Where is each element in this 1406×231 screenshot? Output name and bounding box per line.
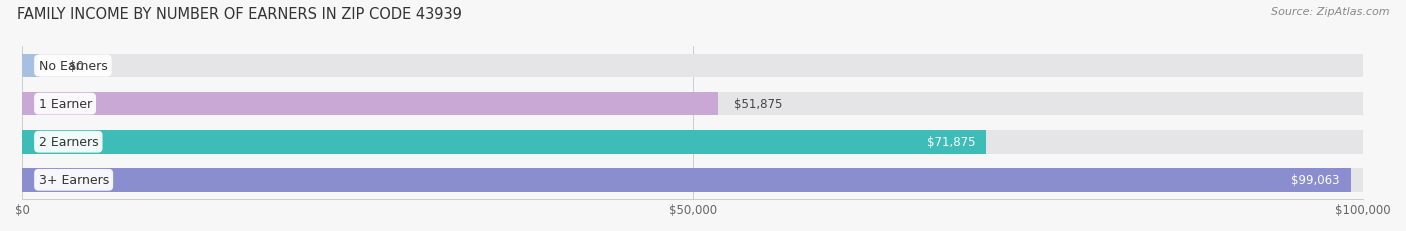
Text: $51,875: $51,875 xyxy=(734,98,782,111)
Text: 3+ Earners: 3+ Earners xyxy=(38,173,108,186)
Bar xyxy=(22,55,38,78)
Bar xyxy=(22,168,1364,192)
Text: $71,875: $71,875 xyxy=(927,136,976,149)
Bar xyxy=(22,55,1364,78)
Bar xyxy=(22,92,1364,116)
Bar xyxy=(22,92,718,116)
Bar xyxy=(22,130,986,154)
Text: FAMILY INCOME BY NUMBER OF EARNERS IN ZIP CODE 43939: FAMILY INCOME BY NUMBER OF EARNERS IN ZI… xyxy=(17,7,461,22)
Text: 1 Earner: 1 Earner xyxy=(38,98,91,111)
Bar xyxy=(22,168,1351,192)
Text: Source: ZipAtlas.com: Source: ZipAtlas.com xyxy=(1271,7,1389,17)
Text: 2 Earners: 2 Earners xyxy=(38,136,98,149)
Bar xyxy=(22,130,1364,154)
Text: $99,063: $99,063 xyxy=(1291,173,1340,186)
Text: No Earners: No Earners xyxy=(38,60,107,73)
Text: $0: $0 xyxy=(69,60,84,73)
